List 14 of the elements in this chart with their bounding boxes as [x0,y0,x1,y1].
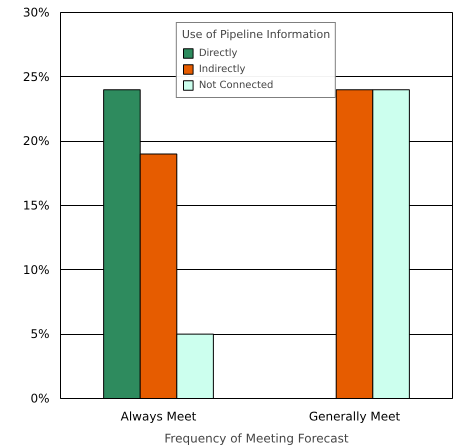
y-tick-label: 0% [30,392,50,406]
y-tick-label: 10% [22,262,50,277]
legend-label: Directly [198,46,238,60]
legend-title: Use of Pipeline Information [182,28,330,41]
y-tick-label: 30% [22,6,50,20]
x-axis-title: Frequency of Meeting Forecast [164,432,349,446]
y-tick-label: 25% [22,70,50,84]
y-tick-label: 5% [30,327,50,342]
legend-label: Indirectly [198,62,246,76]
y-tick-label: 20% [22,134,50,148]
x-tick-label: Always Meet [120,410,197,424]
x-tick-label: Generally Meet [308,410,400,424]
y-tick-label: 15% [22,198,50,212]
legend-label: Not Connected [198,78,274,92]
